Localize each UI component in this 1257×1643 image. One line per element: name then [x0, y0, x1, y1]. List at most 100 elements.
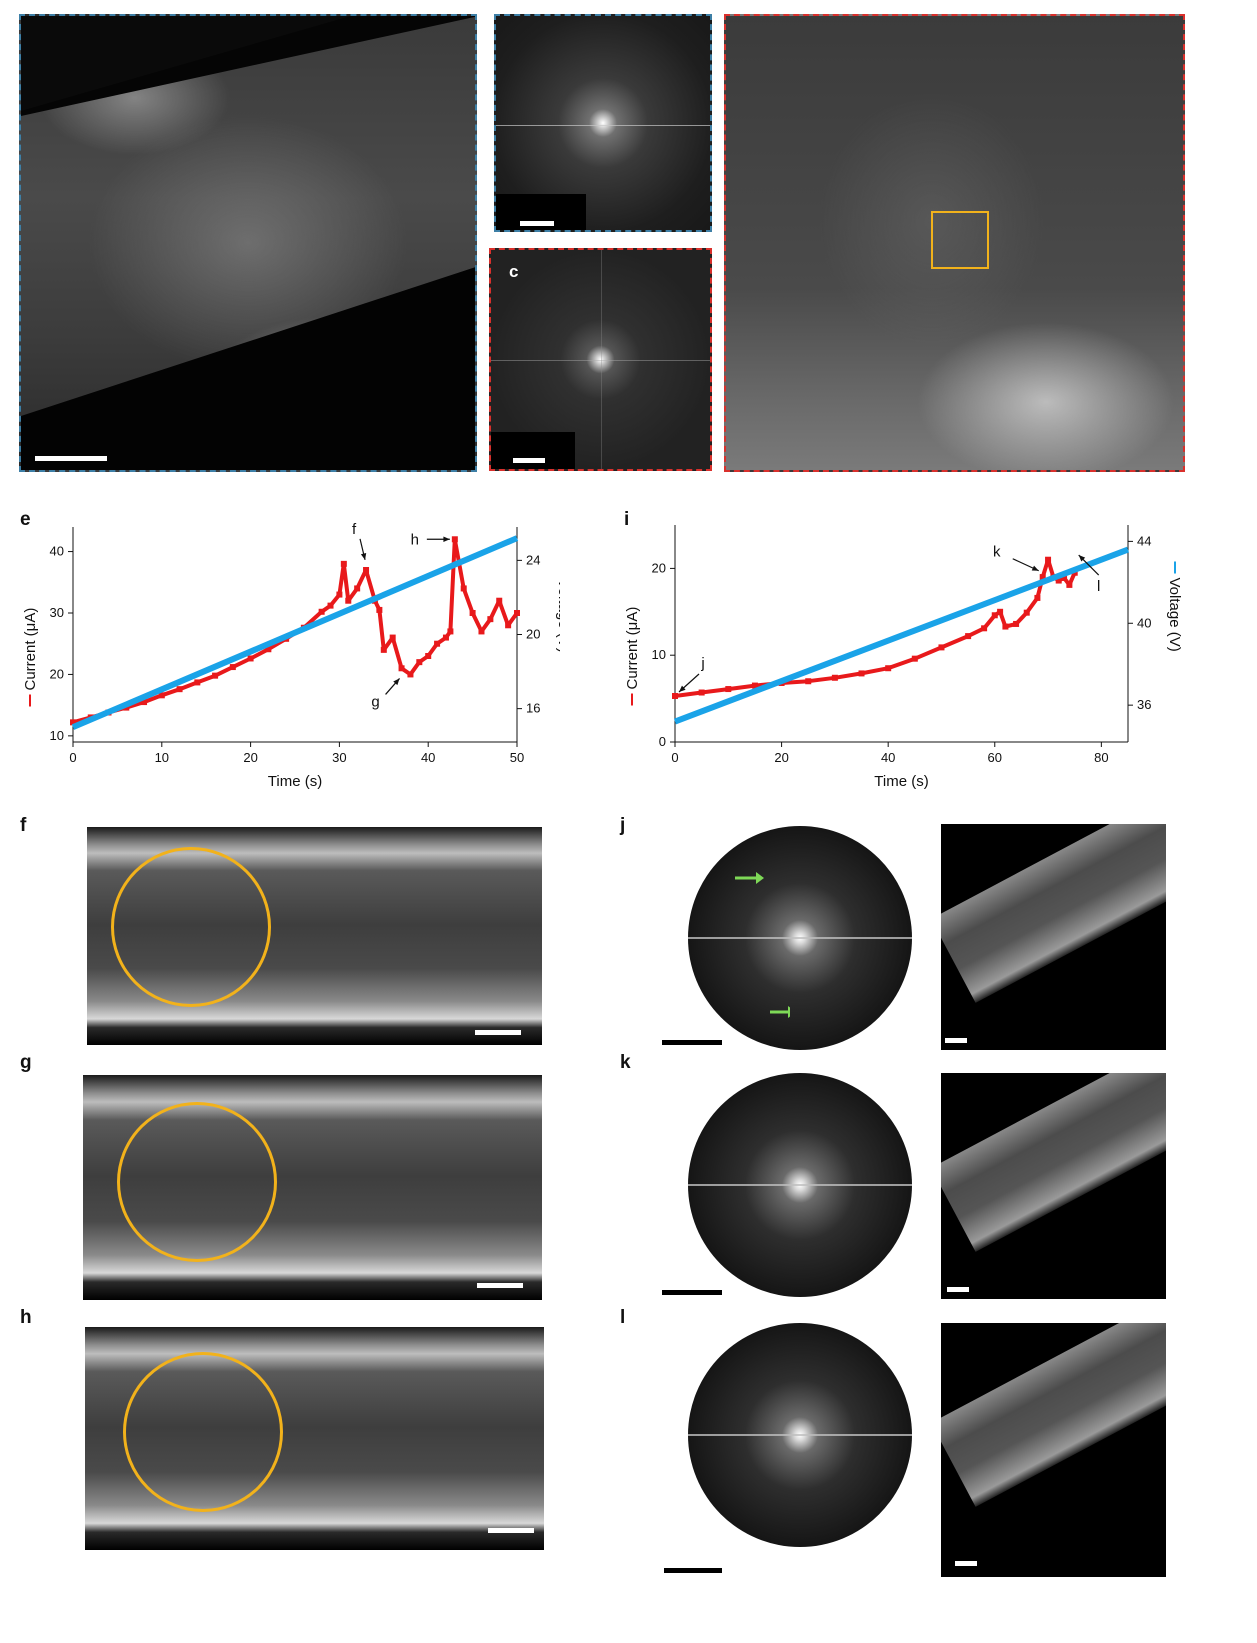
current-point	[1045, 556, 1052, 563]
current-point	[991, 612, 998, 619]
annotation-label: g	[371, 693, 379, 710]
y-axis-title-group: Current (μA)	[624, 607, 641, 706]
y2-tick-label: 24	[526, 552, 540, 567]
annotation-label: f	[352, 521, 357, 538]
current-point	[965, 633, 972, 640]
x-tick-label: 30	[332, 750, 346, 765]
annotation-arrowhead	[679, 685, 686, 692]
current-point	[981, 625, 988, 632]
current-point	[265, 646, 272, 653]
x-axis-title: Time (s)	[268, 773, 322, 790]
annotation-label: l	[1097, 578, 1100, 595]
current-point	[805, 678, 812, 685]
current-point	[1039, 574, 1046, 581]
panel-label-c: c	[509, 262, 519, 281]
current-point	[831, 674, 838, 681]
fft-streak	[496, 125, 710, 126]
nanotube-band	[941, 1323, 1166, 1507]
x-tick-label: 60	[988, 750, 1002, 765]
y2-tick-label: 36	[1137, 697, 1151, 712]
scale-bar	[664, 1568, 722, 1573]
micrograph-g	[83, 1075, 542, 1300]
current-point	[469, 610, 476, 616]
current-point	[911, 655, 918, 662]
panel-label-k: k	[620, 1052, 631, 1073]
current-point	[434, 640, 441, 647]
green-arrow-icon	[735, 872, 764, 884]
y2-axis-title-group: Voltage (V)	[555, 579, 560, 653]
current-point	[229, 664, 236, 671]
x-tick-label: 20	[774, 750, 788, 765]
scale-bar	[475, 1030, 521, 1035]
current-connector	[674, 557, 1076, 697]
y2-tick-label: 20	[526, 627, 540, 642]
micrograph-h	[85, 1327, 544, 1550]
current-point	[363, 567, 370, 573]
current-point	[318, 608, 325, 615]
current-point	[460, 585, 467, 592]
nanotube-band	[941, 1073, 1166, 1252]
micrograph-a	[19, 14, 477, 472]
panel-label-f: f	[20, 815, 27, 836]
fft-streak-vertical	[601, 250, 602, 469]
y-axis-title-group: Current (μA)	[22, 608, 39, 707]
roi-circle	[117, 1102, 277, 1262]
micrograph-j	[941, 824, 1166, 1050]
voltage-series-line	[673, 546, 1130, 725]
scale-bar	[662, 1290, 722, 1295]
y-tick-label: 10	[50, 728, 64, 743]
x-tick-label: 20	[243, 750, 257, 765]
y-tick-label: 30	[50, 605, 64, 620]
scale-bar	[955, 1561, 977, 1566]
y2-axis-title: Voltage (V)	[555, 579, 560, 653]
current-point	[389, 634, 396, 641]
scale-bar	[947, 1287, 969, 1292]
panel-label-l: l	[620, 1307, 626, 1328]
current-point	[398, 665, 405, 672]
x-tick-label: 50	[510, 750, 524, 765]
roi-box	[931, 211, 989, 269]
y2-axis-title-group: Voltage (V)	[1166, 561, 1183, 652]
y-tick-label: 40	[50, 544, 64, 559]
x-tick-label: 40	[881, 750, 895, 765]
fft-disk-k	[688, 1073, 912, 1297]
current-point	[1055, 577, 1062, 584]
panel-label-i: i	[624, 509, 630, 530]
x-axis-title: Time (s)	[874, 773, 928, 790]
current-point	[327, 602, 334, 609]
current-point	[751, 682, 758, 689]
scale-bar	[488, 1528, 534, 1533]
fft-disk-j	[688, 826, 912, 1050]
fft-b	[494, 14, 712, 232]
roi-circle	[123, 1352, 283, 1512]
panel-label-j: j	[620, 815, 626, 836]
current-point	[376, 606, 383, 613]
y2-tick-label: 40	[1137, 615, 1151, 630]
chart-i: 0 20 40 60 80 0 10 20 36 40 44 Time (s) Current (μA)…	[624, 525, 1183, 790]
current-point	[997, 608, 1004, 615]
fft-streak	[688, 1434, 912, 1436]
current-series-line	[674, 557, 1077, 698]
green-arrows	[735, 872, 790, 1018]
micrograph-k	[941, 1073, 1166, 1299]
fft-disk-l	[688, 1323, 912, 1547]
current-point	[247, 655, 254, 662]
panel-label-e: e	[20, 509, 31, 530]
annotation-arrowhead	[360, 552, 367, 560]
current-point	[407, 671, 414, 678]
annotation-arrowhead	[393, 678, 400, 686]
y-tick-label: 10	[652, 647, 666, 662]
current-point	[487, 616, 494, 623]
scale-bar	[662, 1040, 722, 1045]
micrograph-l	[941, 1323, 1166, 1577]
annotation-arrowhead	[1078, 555, 1086, 562]
green-arrow-icon	[770, 1006, 790, 1018]
panel-label-h: h	[20, 1307, 32, 1328]
current-point	[1066, 581, 1073, 588]
current-point	[425, 653, 432, 659]
current-point	[496, 597, 503, 604]
current-point	[141, 699, 148, 706]
current-point	[1034, 594, 1041, 601]
scale-bar-bg	[491, 432, 575, 469]
x-tick-label: 80	[1094, 750, 1108, 765]
